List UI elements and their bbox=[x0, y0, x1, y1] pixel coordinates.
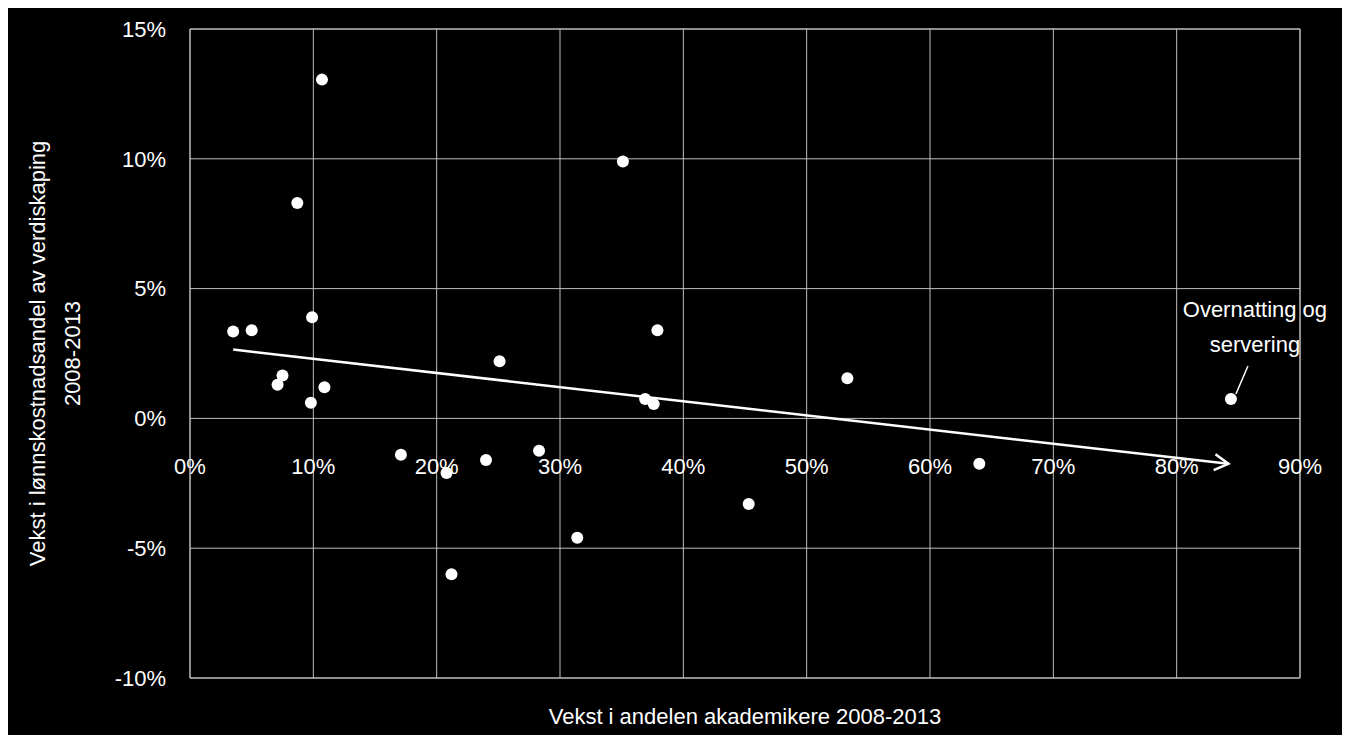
svg-text:80%: 80% bbox=[1155, 454, 1199, 479]
svg-text:10%: 10% bbox=[291, 454, 335, 479]
svg-text:-10%: -10% bbox=[115, 666, 166, 691]
svg-text:Overnatting og: Overnatting og bbox=[1183, 297, 1327, 322]
svg-text:30%: 30% bbox=[538, 454, 582, 479]
svg-text:-5%: -5% bbox=[127, 536, 166, 561]
svg-text:Vekst i lønnskostnadsandel av: Vekst i lønnskostnadsandel av verdiskapi… bbox=[25, 141, 50, 567]
svg-text:servering: servering bbox=[1210, 332, 1300, 357]
svg-text:5%: 5% bbox=[134, 276, 166, 301]
svg-text:0%: 0% bbox=[174, 454, 206, 479]
svg-text:15%: 15% bbox=[122, 17, 166, 42]
svg-text:0%: 0% bbox=[134, 406, 166, 431]
svg-text:Vekst i andelen akademikere 20: Vekst i andelen akademikere 2008-2013 bbox=[549, 704, 942, 729]
svg-text:40%: 40% bbox=[661, 454, 705, 479]
svg-text:90%: 90% bbox=[1278, 454, 1322, 479]
svg-text:50%: 50% bbox=[785, 454, 829, 479]
svg-text:2008-2013: 2008-2013 bbox=[60, 301, 85, 406]
svg-text:10%: 10% bbox=[122, 147, 166, 172]
svg-text:20%: 20% bbox=[415, 454, 459, 479]
svg-text:60%: 60% bbox=[908, 454, 952, 479]
svg-text:70%: 70% bbox=[1031, 454, 1075, 479]
